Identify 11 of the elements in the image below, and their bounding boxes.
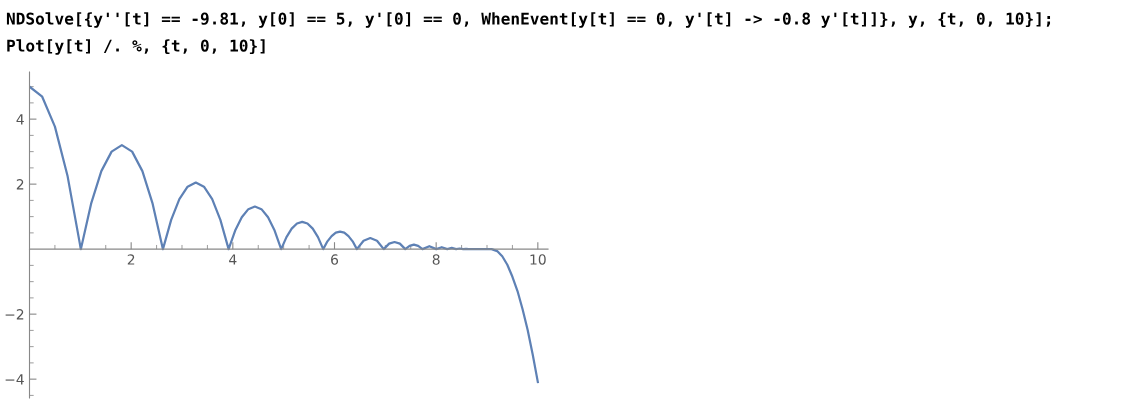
x-tick-label: 8 xyxy=(432,254,440,265)
y-tick-label: 2 xyxy=(16,179,24,190)
x-tick-label: 4 xyxy=(229,254,237,265)
text: NDSolve[{y''[t] == -9.81, y[0] == 5, y'[0] == 0, WhenEvent[y[t] == 0, y'[t] -> -0.8 y'[t]]}, y, {t, 0, 10}]; xyxy=(6,12,1051,28)
y-tick-label: −2 xyxy=(5,309,24,320)
x-tick-label: 6 xyxy=(331,254,339,265)
text: Plot[y[t] /. %, {t, 0, 10}] xyxy=(7,39,265,55)
y-tick-label: 4 xyxy=(16,114,24,125)
x-tick-label: 10 xyxy=(530,254,546,265)
x-tick-label: 2 xyxy=(127,254,135,265)
y-tick-label: −4 xyxy=(5,374,24,385)
